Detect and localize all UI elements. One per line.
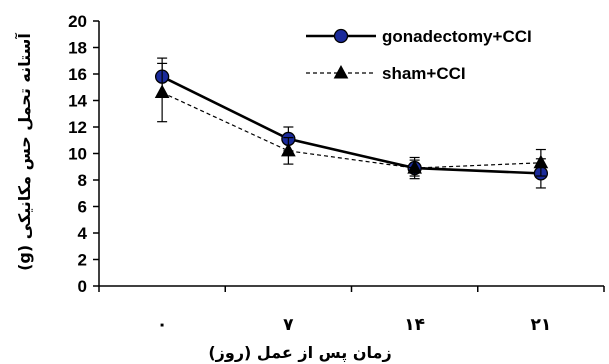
- y-tick-label: 0: [78, 277, 87, 296]
- axes: 0 2 4 6 8 10 12 14 16 18 20 ۰ ۷ ۱۴ ۲۱: [68, 12, 605, 335]
- y-tick-label: 18: [68, 39, 87, 58]
- y-tick-label: 2: [78, 251, 87, 270]
- y-tick-label: 10: [68, 145, 87, 164]
- y-axis-label: آستانه تحمل حس مکانیکی (g): [14, 33, 34, 271]
- x-tick-label: ۲۱: [530, 315, 551, 335]
- data-point: [281, 142, 296, 157]
- x-tick-label: ۰: [157, 315, 167, 335]
- y-tick-label: 16: [68, 65, 87, 84]
- legend: gonadectomy+CCI sham+CCI: [306, 27, 532, 83]
- legend-item: gonadectomy+CCI: [306, 27, 532, 46]
- y-tick-label: 6: [78, 198, 87, 217]
- y-tick-label: 14: [68, 92, 87, 111]
- series-sham+CCI: [154, 62, 549, 177]
- data-point: [154, 84, 170, 99]
- legend-marker: [333, 64, 349, 79]
- x-tick-label: ۷: [283, 315, 294, 335]
- series-line: [161, 75, 541, 175]
- x-tick-label: ۱۴: [404, 315, 425, 335]
- y-tick-label: 8: [78, 171, 87, 190]
- y-tick-label: 4: [78, 224, 88, 243]
- series-layer: [154, 57, 549, 189]
- series-gonadectomy+CCI: [154, 57, 549, 189]
- y-tick-label: 12: [68, 118, 87, 137]
- data-point: [407, 160, 422, 174]
- series-line: [161, 92, 541, 169]
- legend-label: sham+CCI: [382, 64, 466, 83]
- data-point: [533, 154, 549, 169]
- legend-item: sham+CCI: [306, 64, 466, 83]
- legend-label: gonadectomy+CCI: [382, 27, 532, 46]
- legend-marker: [333, 28, 349, 44]
- y-tick-label: 20: [68, 12, 87, 31]
- x-axis-label: زمان پس از عمل (روز): [208, 343, 391, 363]
